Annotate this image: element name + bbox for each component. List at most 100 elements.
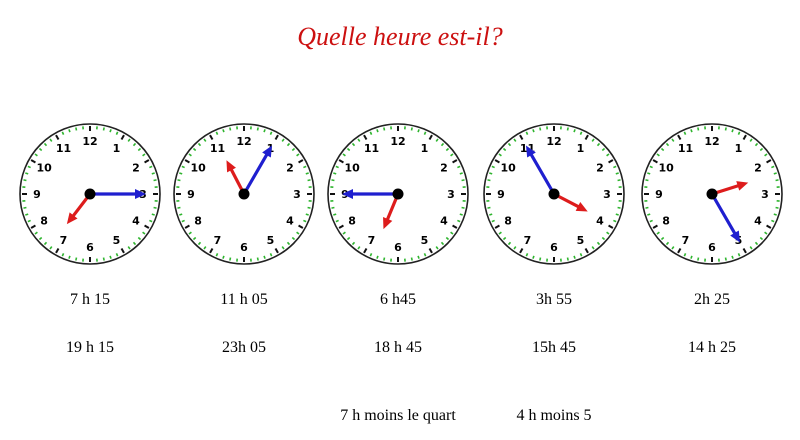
minute-tick — [764, 153, 768, 157]
minute-tick — [617, 179, 621, 182]
time-label-24h: 14 h 25 — [688, 339, 736, 356]
minute-tick — [263, 129, 266, 133]
minute-tick — [513, 246, 517, 250]
hour-tick — [120, 134, 125, 140]
minute-tick — [49, 138, 53, 142]
clock-numeral: 12 — [236, 135, 251, 148]
clock-numeral: 9 — [655, 188, 663, 201]
minute-tick — [203, 246, 207, 250]
minute-tick — [291, 147, 296, 152]
minute-tick — [23, 179, 27, 182]
minute-tick — [683, 131, 687, 135]
minute-tick — [773, 213, 777, 216]
clock-numeral: 9 — [187, 188, 195, 201]
clock-numeral: 8 — [504, 215, 512, 228]
minute-tick — [215, 253, 219, 257]
minute-tick — [566, 127, 569, 131]
hour-tick — [209, 134, 214, 140]
minute-tick — [75, 257, 78, 261]
hour-tick — [184, 159, 190, 164]
minute-tick — [423, 253, 427, 257]
minute-tick — [613, 165, 617, 169]
minute-tick — [109, 255, 112, 259]
analog-clock: 123456789101112 — [15, 119, 165, 269]
minute-tick — [579, 253, 583, 257]
clock-numeral: 3 — [761, 188, 769, 201]
minute-tick — [596, 142, 601, 147]
minute-tick — [68, 129, 71, 133]
minute-tick — [27, 219, 31, 223]
time-label-alt: 4 h moins 5 — [516, 407, 592, 424]
minute-tick — [731, 129, 734, 133]
hour-tick — [428, 134, 433, 140]
hour-tick — [120, 248, 125, 254]
minute-tick — [49, 246, 53, 250]
minute-tick — [487, 179, 491, 182]
clock-numeral: 11 — [678, 142, 693, 155]
minute-tick — [435, 246, 439, 250]
minute-tick — [617, 206, 621, 209]
minute-tick — [43, 142, 48, 147]
clock-face: 123456789101112 — [641, 123, 783, 265]
minute-tick — [489, 172, 493, 175]
minute-tick — [459, 213, 463, 216]
clock-numeral: 4 — [754, 215, 762, 228]
minute-tick — [351, 241, 356, 246]
minute-tick — [649, 219, 653, 223]
minute-tick — [43, 241, 48, 246]
minute-tick — [579, 131, 583, 135]
clock-numeral: 2 — [754, 162, 762, 175]
minute-tick — [331, 206, 335, 209]
hour-tick — [519, 134, 524, 140]
minute-tick — [25, 172, 29, 175]
hour-tick — [338, 159, 344, 164]
hour-tick — [608, 224, 614, 229]
minute-tick — [291, 236, 296, 241]
minute-tick — [75, 127, 78, 131]
minute-tick — [149, 165, 153, 169]
minute-tick — [333, 213, 337, 216]
minute-tick — [269, 131, 273, 135]
clock-pivot — [84, 188, 96, 200]
hour-tick — [742, 134, 747, 140]
minute-tick — [181, 219, 185, 223]
minute-tick — [115, 253, 119, 257]
clock-numeral: 3 — [603, 188, 611, 201]
clock-numeral: 1 — [113, 142, 121, 155]
hour-tick — [274, 134, 279, 140]
minute-tick — [671, 138, 675, 142]
minute-tick — [256, 257, 259, 261]
minute-tick — [179, 172, 183, 175]
clock-numeral: 12 — [546, 135, 561, 148]
clock-numeral: 1 — [421, 142, 429, 155]
hour-tick — [766, 224, 772, 229]
minute-tick — [357, 138, 361, 142]
hour-tick — [298, 224, 304, 229]
minute-tick — [151, 172, 155, 175]
clock-numeral: 11 — [364, 142, 379, 155]
hour-tick — [452, 224, 458, 229]
minute-hand — [88, 189, 146, 199]
minute-tick — [665, 241, 670, 246]
clock-numeral: 2 — [596, 162, 604, 175]
minute-tick — [724, 257, 727, 261]
clock-numeral: 10 — [190, 162, 206, 175]
time-label-12h: 7 h 15 — [70, 291, 110, 308]
minute-tick — [764, 231, 768, 235]
minute-tick — [491, 219, 495, 223]
minute-tick — [737, 253, 741, 257]
hour-tick — [55, 248, 60, 254]
minute-tick — [754, 142, 759, 147]
minute-tick — [229, 257, 232, 261]
minute-tick — [34, 153, 38, 157]
minute-tick — [102, 127, 105, 131]
minute-tick — [690, 255, 693, 259]
clock-numeral: 2 — [440, 162, 448, 175]
minute-tick — [346, 147, 351, 152]
hour-tick — [584, 248, 589, 254]
hour-tick — [144, 224, 150, 229]
clock-face: 123456789101112 — [19, 123, 161, 265]
minute-tick — [137, 236, 142, 241]
minute-tick — [647, 172, 651, 175]
minute-tick — [256, 127, 259, 131]
